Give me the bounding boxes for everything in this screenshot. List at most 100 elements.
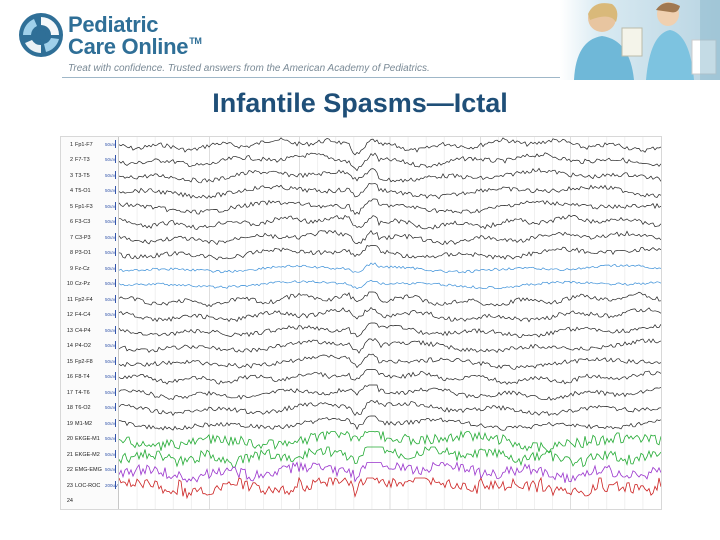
channel-name: T3-T5: [75, 172, 90, 179]
channel-scale: 50uV: [105, 203, 116, 209]
channel-number: 4: [69, 188, 73, 195]
clinicians-photo: [560, 0, 720, 80]
channel-scale: 50uV: [105, 219, 116, 225]
calibration-tick: [115, 449, 116, 458]
eeg-channel-label: 10 Cz-Pz 50uV: [61, 277, 119, 291]
eeg-channel-label: 22 EMG-EMG 50uV: [61, 463, 119, 477]
eeg-trace: [119, 279, 661, 290]
eeg-channel-label: 16 F8-T4 50uV: [61, 370, 119, 384]
channel-number: 17: [66, 389, 73, 396]
eeg-channel-label: 23 LOC-ROC 200uV: [61, 479, 119, 493]
eeg-trace: [119, 167, 661, 184]
calibration-tick: [115, 201, 116, 210]
channel-name: EKGE-M2: [75, 451, 100, 458]
calibration-tick: [115, 232, 116, 241]
channel-name: F3-C3: [75, 219, 91, 226]
channel-number: 8: [69, 250, 73, 257]
calibration-tick: [115, 387, 116, 396]
eeg-trace: [119, 230, 661, 246]
channel-scale: 50uV: [105, 358, 116, 364]
channel-number: 11: [67, 296, 73, 303]
eeg-traces: [119, 137, 661, 509]
calibration-tick: [115, 139, 116, 148]
channel-scale: 50uV: [105, 281, 116, 287]
channel-scale: 50uV: [105, 296, 116, 302]
channel-name: F4-C4: [75, 312, 91, 319]
channel-number: 16: [66, 374, 73, 381]
channel-name: Fp1-F3: [75, 203, 93, 210]
eeg-trace: [119, 461, 661, 483]
channel-scale: 50uV: [105, 436, 116, 442]
eeg-trace: [119, 198, 661, 216]
eeg-channel-label: 24: [61, 494, 119, 508]
eeg-trace: [119, 353, 661, 370]
channel-scale: 50uV: [105, 172, 116, 178]
channel-number: 6: [69, 219, 73, 226]
calibration-tick: [115, 480, 116, 489]
channel-number: 1: [69, 141, 73, 148]
eeg-channel-label: 14 P4-O2 50uV: [61, 339, 119, 353]
channel-scale: 50uV: [105, 141, 116, 147]
eeg-channel-label: 7 C3-P3 50uV: [61, 231, 119, 245]
pediatric-care-online-logo-icon: [19, 13, 63, 57]
eeg-channel-label: 9 Fz-Cz 50uV: [61, 262, 119, 276]
eeg-channel-label: 8 P3-O1 50uV: [61, 246, 119, 260]
eeg-trace: [119, 306, 661, 323]
eeg-channel-label: 17 T4-T6 50uV: [61, 386, 119, 400]
eeg-trace: [119, 384, 661, 401]
channel-number: 10: [66, 281, 73, 288]
channel-number: 19: [66, 420, 73, 427]
calibration-tick: [115, 263, 116, 272]
eeg-trace: [119, 322, 661, 338]
channel-number: 23: [66, 482, 73, 489]
eeg-trace: [119, 291, 661, 308]
channel-number: 3: [69, 172, 73, 179]
eeg-channel-label: 5 Fp1-F3 50uV: [61, 200, 119, 214]
channel-number: 13: [66, 327, 73, 334]
header-divider: [62, 77, 568, 78]
eeg-channel-label: 21 EKGE-M2 50uV: [61, 448, 119, 462]
eeg-trace: [119, 137, 661, 156]
eeg-trace: [119, 415, 661, 431]
calibration-tick: [115, 186, 116, 195]
eeg-channel-label: 15 Fp2-F8 50uV: [61, 355, 119, 369]
channel-scale: 50uV: [105, 389, 116, 395]
eeg-trace: [119, 369, 661, 385]
calibration-tick: [115, 325, 116, 334]
channel-number: 9: [69, 265, 73, 272]
channel-name: M1-M2: [75, 420, 93, 427]
channel-name: T6-O2: [75, 405, 91, 412]
eeg-trace: [119, 245, 661, 261]
channel-number: 21: [66, 451, 73, 458]
channel-scale: 50uV: [105, 405, 116, 411]
channel-name: P4-O2: [75, 343, 91, 350]
eeg-channel-label: 4 T5-O1 50uV: [61, 184, 119, 198]
eeg-channel-labels: 1 Fp1-F7 50uV 2 F7-T3 50uV 3 T3-T5 50uV 4 T5-O1 50u…: [61, 137, 119, 509]
channel-number: 15: [66, 358, 73, 365]
channel-name: T5-O1: [75, 188, 91, 195]
tagline: Treat with confidence. Trusted answers f…: [68, 63, 430, 74]
calibration-tick: [115, 279, 116, 288]
eeg-trace: [119, 446, 661, 468]
channel-number: 24: [66, 498, 73, 505]
eeg-trace: [119, 430, 661, 453]
channel-name: Fp2-F8: [75, 358, 93, 365]
eeg-trace: [119, 337, 661, 354]
channel-scale: 50uV: [105, 188, 116, 194]
eeg-recording-image: 1 Fp1-F7 50uV 2 F7-T3 50uV 3 T3-T5 50uV 4 T5-O1 50u…: [60, 136, 662, 510]
calibration-tick: [115, 248, 116, 257]
eeg-trace: [119, 476, 661, 500]
channel-name: F8-T4: [75, 374, 90, 381]
channel-scale: 50uV: [105, 265, 116, 271]
eeg-trace: [119, 183, 661, 200]
channel-number: 2: [69, 157, 73, 164]
calibration-tick: [115, 170, 116, 179]
channel-name: C4-P4: [75, 327, 91, 334]
calibration-tick: [115, 217, 116, 226]
channel-number: 14: [66, 343, 73, 350]
eeg-trace: [119, 214, 661, 230]
channel-scale: 50uV: [105, 312, 116, 318]
slide-title: Infantile Spasms—Ictal: [212, 88, 508, 118]
channel-name: LOC-ROC: [75, 482, 101, 489]
calibration-tick: [115, 434, 116, 443]
